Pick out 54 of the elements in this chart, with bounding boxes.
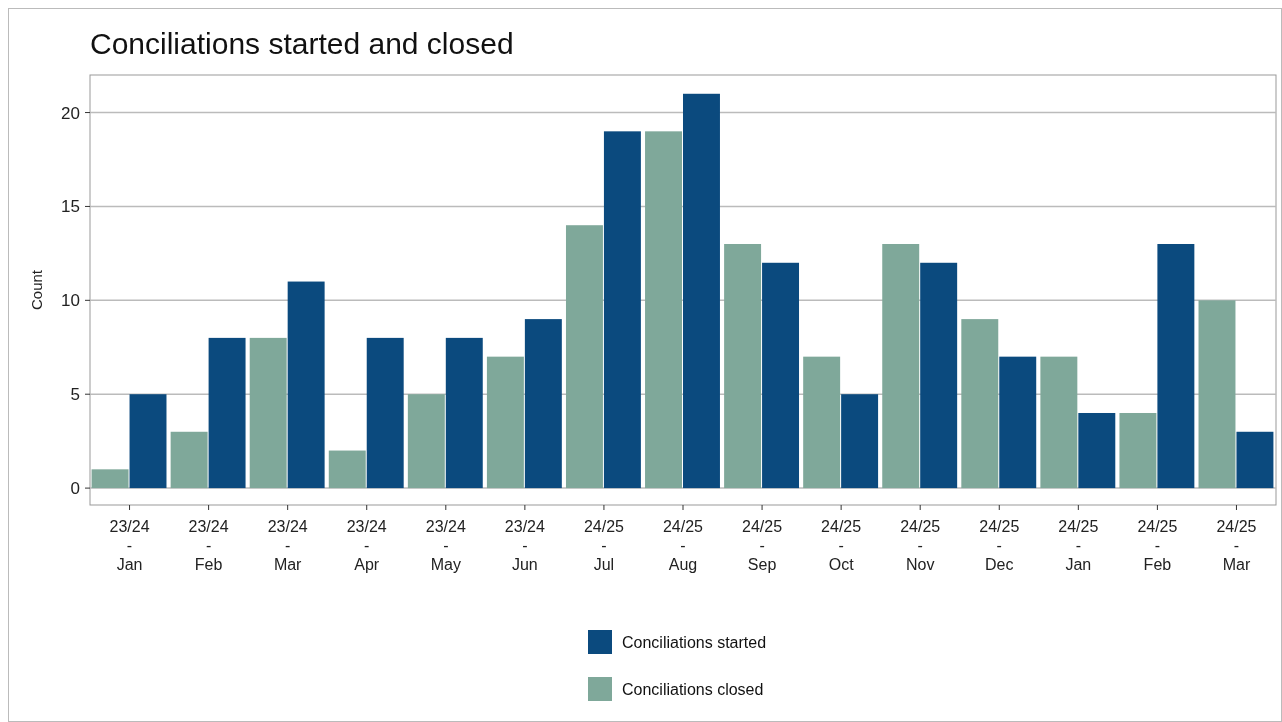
- bar: [524, 319, 562, 489]
- chart-title: Conciliations started and closed: [90, 27, 514, 60]
- x-tick-label: 24/25 - Aug: [662, 518, 704, 573]
- bar: [486, 356, 524, 489]
- bar: [366, 337, 404, 489]
- legend-label: Conciliations started: [622, 633, 767, 651]
- x-tick-label: 23/24 - Apr: [346, 518, 387, 573]
- bar: [961, 319, 999, 489]
- bar: [170, 431, 208, 489]
- x-tick-label: 24/25 - Jan: [1058, 518, 1099, 573]
- x-tick-label: 24/25 - Mar: [1216, 518, 1257, 573]
- bar: [603, 131, 641, 489]
- y-tick-label: 5: [70, 385, 80, 405]
- bar: [1157, 244, 1195, 489]
- bar: [683, 93, 720, 489]
- bar: [565, 225, 603, 489]
- bar: [1198, 300, 1236, 489]
- bar: [882, 244, 920, 489]
- bar: [841, 394, 879, 489]
- x-tick-label: 24/25 - Sep: [742, 518, 783, 573]
- y-tick-label: 0: [70, 479, 80, 499]
- y-tick-label: 15: [61, 197, 80, 217]
- x-tick-label: 23/24 - Feb: [188, 518, 229, 573]
- x-tick-label: 23/24 - Jun: [504, 518, 545, 573]
- x-tick-label: 23/24 - Jan: [109, 518, 150, 573]
- bar: [208, 337, 246, 489]
- y-tick-label: 20: [61, 103, 80, 123]
- bar: [407, 394, 445, 489]
- bar: [762, 262, 800, 489]
- x-tick-label: 24/25 - Feb: [1137, 518, 1178, 573]
- x-tick-label: 24/25 - Oct: [821, 518, 862, 573]
- bar: [724, 244, 762, 489]
- x-tick-label: 24/25 - Dec: [979, 518, 1020, 573]
- bar: [1078, 412, 1116, 489]
- bar: [249, 337, 287, 489]
- x-tick-label: 24/25 - Nov: [900, 518, 941, 573]
- bar: [328, 450, 366, 489]
- bar: [1040, 356, 1078, 489]
- bar: [91, 469, 129, 489]
- x-tick-label: 23/24 - Mar: [267, 518, 308, 573]
- bar: [1236, 431, 1274, 489]
- bar: [920, 262, 958, 489]
- bar: [287, 281, 325, 489]
- bar: [803, 356, 841, 489]
- x-tick-label: 23/24 - May: [425, 518, 466, 573]
- x-tick-label: 24/25 - Jul: [583, 518, 625, 573]
- y-axis-title: Count: [28, 269, 45, 311]
- bar: [445, 337, 483, 489]
- y-tick-label: 10: [61, 291, 80, 311]
- bar: [1119, 412, 1157, 489]
- legend-label: Conciliations closed: [622, 680, 764, 698]
- bar: [129, 394, 167, 489]
- bar: [645, 131, 682, 489]
- bar: [999, 356, 1037, 489]
